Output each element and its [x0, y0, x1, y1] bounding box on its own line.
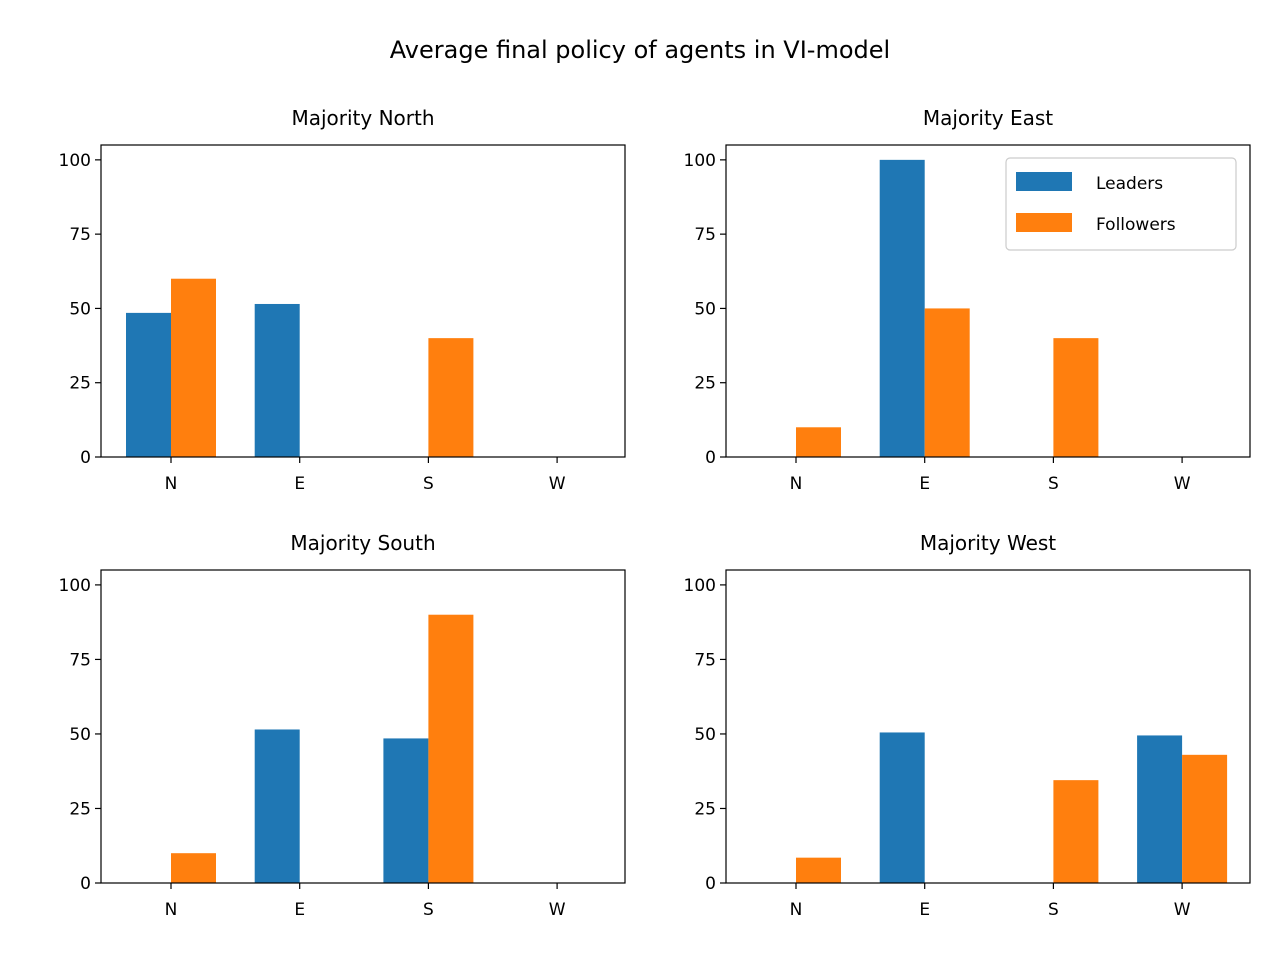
- x-tick-label-n: N: [790, 900, 803, 920]
- y-tick-label: 100: [59, 576, 91, 596]
- bar-leaders-s: [383, 738, 429, 883]
- x-tick-label-w: W: [549, 900, 566, 920]
- y-tick-label: 25: [694, 374, 716, 394]
- axes-frame: [725, 569, 1251, 884]
- bar-followers-e: [924, 308, 970, 457]
- y-tick-label: 50: [69, 299, 91, 319]
- legend-swatch-leaders: [1016, 172, 1072, 191]
- legend: Leaders Followers: [1005, 157, 1237, 251]
- y-tick-label: 75: [694, 225, 716, 245]
- x-tick-label-s: S: [1048, 900, 1059, 920]
- bar-leaders-e: [879, 159, 925, 457]
- subplot-title: Majority North: [291, 106, 434, 130]
- x-tick-label-n: N: [165, 900, 178, 920]
- y-tick-label: 100: [59, 151, 91, 171]
- x-tick-label-e: E: [919, 474, 930, 494]
- subplot-4: Majority West 0 25 50 75 100 N E S W: [684, 531, 1251, 920]
- legend-label-followers: Followers: [1096, 215, 1176, 235]
- bar-leaders-e: [254, 729, 300, 883]
- y-tick-label: 50: [694, 299, 716, 319]
- subplot-title: Majority South: [290, 531, 435, 555]
- legend-label-leaders: Leaders: [1096, 174, 1163, 194]
- x-tick-label-n: N: [165, 474, 178, 494]
- subplot-1: Majority North 0 25 50 75 100 N E S W: [59, 106, 626, 494]
- bar-followers-s: [1053, 338, 1099, 457]
- y-tick-label: 25: [69, 799, 91, 819]
- y-tick-label: 75: [694, 650, 716, 670]
- bar-followers-n: [171, 278, 216, 457]
- axes-frame: [725, 144, 1251, 458]
- bar-leaders-w: [1137, 735, 1183, 883]
- axes-frame: [100, 569, 626, 884]
- y-tick-label: 0: [705, 448, 716, 468]
- bar-followers-s: [428, 338, 474, 457]
- y-tick-label: 25: [694, 799, 716, 819]
- x-tick-label-n: N: [790, 474, 803, 494]
- y-tick-label: 75: [69, 650, 91, 670]
- bar-followers-n: [171, 853, 216, 883]
- y-tick-label: 50: [694, 725, 716, 745]
- legend-box: [1005, 157, 1237, 251]
- y-tick-label: 75: [69, 225, 91, 245]
- x-tick-label-e: E: [919, 900, 930, 920]
- bar-leaders-e: [254, 303, 300, 457]
- x-tick-label-w: W: [1174, 900, 1191, 920]
- bar-leaders-e: [879, 732, 925, 883]
- subplot-2: Majority East 0 25 50 75 100 N E S W Leaders Follow…: [684, 106, 1251, 494]
- bar-followers-s: [428, 614, 474, 883]
- bar-followers-w: [1182, 754, 1228, 883]
- legend-swatch-followers: [1016, 213, 1072, 232]
- y-tick-label: 0: [705, 874, 716, 894]
- y-tick-label: 50: [69, 725, 91, 745]
- x-tick-label-e: E: [294, 900, 305, 920]
- bar-followers-n: [796, 427, 841, 457]
- y-tick-label: 100: [684, 151, 716, 171]
- x-tick-label-s: S: [423, 900, 434, 920]
- subplot-3: Majority South 0 25 50 75 100 N E S W: [59, 531, 626, 920]
- y-tick-label: 0: [80, 874, 91, 894]
- bar-followers-s: [1053, 780, 1099, 883]
- x-tick-label-s: S: [1048, 474, 1059, 494]
- y-tick-label: 0: [80, 448, 91, 468]
- figure-title: Average final policy of agents in VI-mod…: [390, 36, 890, 64]
- x-tick-label-e: E: [294, 474, 305, 494]
- x-tick-label-w: W: [1174, 474, 1191, 494]
- subplot-title: Majority West: [920, 531, 1056, 555]
- x-tick-label-s: S: [423, 474, 434, 494]
- bar-followers-n: [796, 857, 841, 883]
- y-tick-label: 100: [684, 576, 716, 596]
- subplot-title: Majority East: [923, 106, 1053, 130]
- x-tick-label-w: W: [549, 474, 566, 494]
- axes-frame: [100, 144, 626, 458]
- bar-leaders-n: [126, 312, 171, 457]
- y-tick-label: 25: [69, 374, 91, 394]
